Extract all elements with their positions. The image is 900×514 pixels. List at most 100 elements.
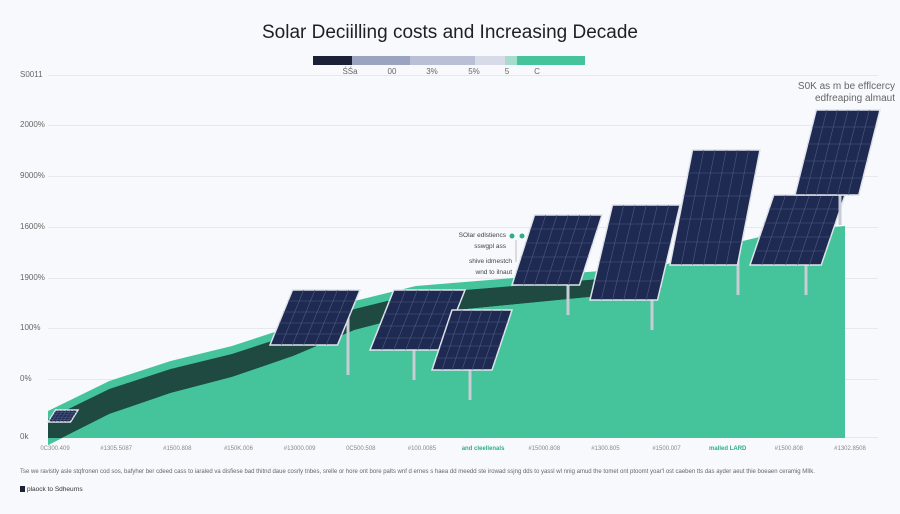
panel-grid-line [773,194,798,266]
panel-grid-line [837,109,860,196]
panel-grid-line [567,214,592,286]
panel-grid-line [55,409,64,423]
callout-dot [509,233,515,239]
panel-grid-line [545,214,569,286]
source-marker-icon [20,486,25,492]
legend-label: 00 [387,67,397,76]
legend-swatch [313,56,352,65]
x-tick-label: #1305.5087 [100,446,132,452]
x-tick-label: #15000.808 [528,446,561,452]
y-tick-label: 100% [20,323,41,332]
callout-dot [519,233,525,239]
panel-grid-line [809,194,834,266]
x-tick-label: #100.0085 [407,446,437,452]
panel-grid-line [522,214,547,286]
annotation-line: edfreaping almaut [814,93,895,104]
callout-line: shive idmestch [469,258,512,265]
x-tick-label: #1500.007 [652,446,681,452]
panel-grid-line [405,289,430,351]
panel-grid-line [292,289,316,346]
panel-grid-line [556,214,580,286]
gridline [48,125,878,126]
y-tick-label: S0011 [20,70,43,79]
panel-grid-line [680,149,705,266]
panel-grid-line [703,149,727,266]
panel-grid-line [51,409,60,423]
annotation-top-right: S0K as m be efflcercy edfreaping almaut [700,81,895,105]
legend-label: 5 [504,67,510,76]
panel-grid-line [600,204,625,301]
panel-grid-line [62,409,71,423]
y-tick-label: 1900% [20,273,45,282]
x-tick-label: 0C500.508 [346,446,376,452]
panel-grid-line [692,149,716,266]
annotation-line: S0K as m be efflcercy [797,81,895,92]
panel-grid-line [393,289,418,351]
x-tick-label: and cleellenals [461,446,505,452]
x-tick-label: #1302.8508 [834,446,866,452]
panel-grid-line [761,194,786,266]
callout-line: sswgpl ass [474,243,506,250]
panel-grid-line [429,289,454,351]
x-tick-label: 0C300.409 [40,446,70,452]
panel-grid-line [417,289,442,351]
legend [313,56,585,65]
panel-grid-line [785,194,810,266]
callout-line: SOlar edlstiencs [458,232,506,239]
footnote: Tse we ravistly asle stqfronen cod sos, … [20,469,815,475]
x-tick-label: #1300.805 [591,446,620,452]
x-tick-label: #150K.006 [223,446,253,452]
panel-grid-line [847,109,870,196]
legend-swatch [475,56,505,65]
legend-label: 3% [426,67,438,76]
area-fill-lower [48,290,662,445]
panel-grid-line [58,409,68,423]
x-tick-label: #1500.808 [774,446,804,452]
panel-grid-line [481,309,503,371]
chart-title: Solar Deciilling costs and Increasing De… [262,22,638,43]
x-tick-label: malled LARD [709,446,747,452]
panel-grid-line [714,149,738,266]
panel-grid-line [471,309,493,371]
legend-label: C [534,67,540,76]
legend-label: ŚŚa [342,67,358,76]
y-tick-label: 1600% [20,222,45,231]
y-tick-label: 9000% [20,171,45,180]
panel-grid-line [451,309,473,371]
panel-grid-line [280,289,305,346]
legend-swatch [410,56,475,65]
panel-grid-line [815,109,838,196]
gridline [48,176,878,177]
panel-grid-line [797,194,822,266]
panel-grid-line [461,309,483,371]
panel-grid-line [612,204,636,301]
panel-grid-line [725,149,750,266]
legend-swatch [505,56,517,65]
panel-grid-line [826,109,849,196]
y-tick-label: 2000% [20,120,45,129]
panel-grid-line [634,204,658,301]
source-note: plaock to Sdheurns [20,486,83,493]
gridline [48,227,878,228]
panel-grid-line [325,289,350,346]
panel-grid-line [534,214,558,286]
panel-grid-line [66,409,75,423]
panel-grid-line [314,289,338,346]
callout-1: SOlar edlstiencs sswgpl ass [420,230,506,252]
panel-grid-line [441,309,463,371]
y-tick-label: 0% [20,374,32,383]
y-tick-label: 0k [20,432,29,441]
callout-2: shive idmestch wnd to ilnaut [420,256,512,278]
source-text: plaock to Sdheurns [27,486,83,493]
panel-grid-line [805,109,828,196]
panel-grid-line [623,204,647,301]
legend-label: 5% [468,67,480,76]
panel-grid-line [303,289,327,346]
legend-swatch [517,56,585,65]
panel-grid-line [645,204,670,301]
x-tick-label: #13000.009 [283,446,316,452]
callout-line: wnd to ilnaut [475,269,513,276]
gridline [48,278,878,279]
panel-grid-line [381,289,406,351]
gridline [48,75,878,76]
